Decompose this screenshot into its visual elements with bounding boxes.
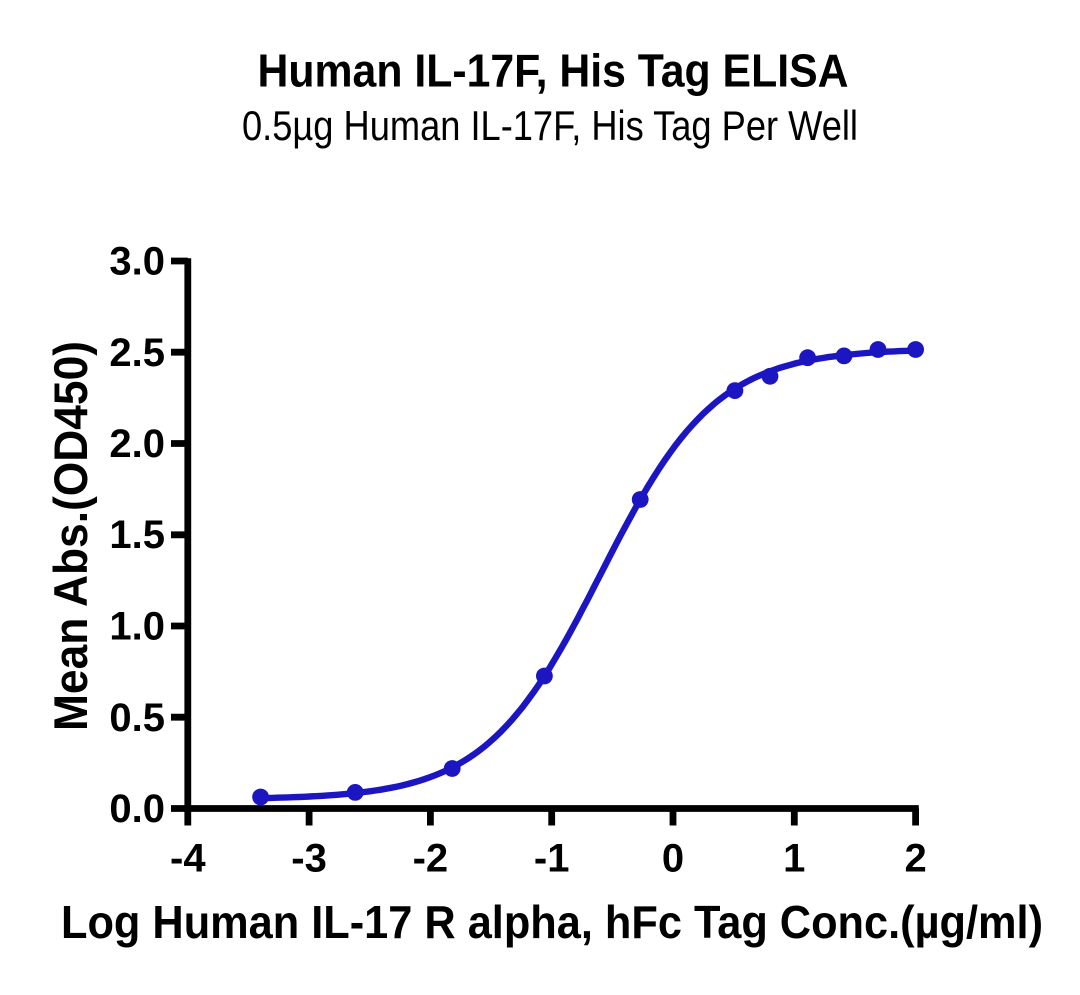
svg-text:Mean Abs.(OD450): Mean Abs.(OD450) [44,341,97,731]
svg-text:3.0: 3.0 [109,240,165,284]
svg-text:Log Human IL-17 R alpha, hFc T: Log Human IL-17 R alpha, hFc Tag Conc.(µ… [61,896,1043,948]
svg-text:0.5: 0.5 [109,696,165,740]
svg-text:2.5: 2.5 [109,331,165,375]
svg-text:-4: -4 [170,837,206,881]
svg-text:-1: -1 [534,837,570,881]
svg-text:Human IL-17F, His Tag ELISA: Human IL-17F, His Tag ELISA [258,45,849,97]
svg-text:0.0: 0.0 [109,787,165,831]
svg-text:-2: -2 [413,837,449,881]
svg-text:0.5µg Human IL-17F, His Tag Pe: 0.5µg Human IL-17F, His Tag Per Well [242,102,858,149]
svg-text:-3: -3 [291,837,327,881]
svg-text:1: 1 [783,837,805,881]
svg-text:1.0: 1.0 [109,605,165,649]
svg-text:2.0: 2.0 [109,422,165,466]
svg-text:1.5: 1.5 [109,513,165,557]
svg-text:0: 0 [662,837,684,881]
svg-text:2: 2 [904,837,926,881]
